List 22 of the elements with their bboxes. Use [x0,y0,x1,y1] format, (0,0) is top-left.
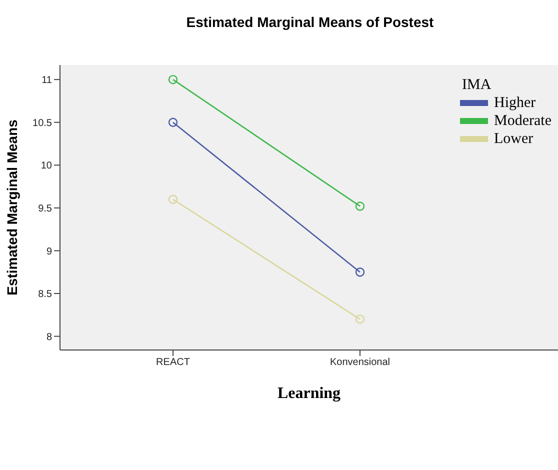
y-tick-label: 8.5 [38,289,52,300]
point [355,268,365,277]
y-tick-label: 10 [40,160,52,172]
legend-label: Lower [494,130,534,148]
point [355,314,365,324]
legend-title: IMA [462,76,492,94]
y-tick-label: 8 [46,332,52,343]
x-tick-label: REACT [156,357,190,368]
point [168,194,178,204]
legend-label: Moderate [494,112,552,130]
y-tick-label: 9 [46,246,52,258]
point [168,118,178,127]
x-axis-title: Learning [277,385,341,402]
y-tick-label: 11 [42,75,52,86]
y-tick-label: 9.5 [38,203,52,214]
point [168,74,178,84]
legend-label: Higher [494,94,536,112]
x-tick-label: Konvensional [330,357,390,368]
y-axis-title: Estimated Marginal Means [4,119,20,296]
chart-title: Estimated Marginal Means of Postest [185,14,435,30]
y-tick-label: 10.5 [32,118,52,129]
point [355,202,365,211]
